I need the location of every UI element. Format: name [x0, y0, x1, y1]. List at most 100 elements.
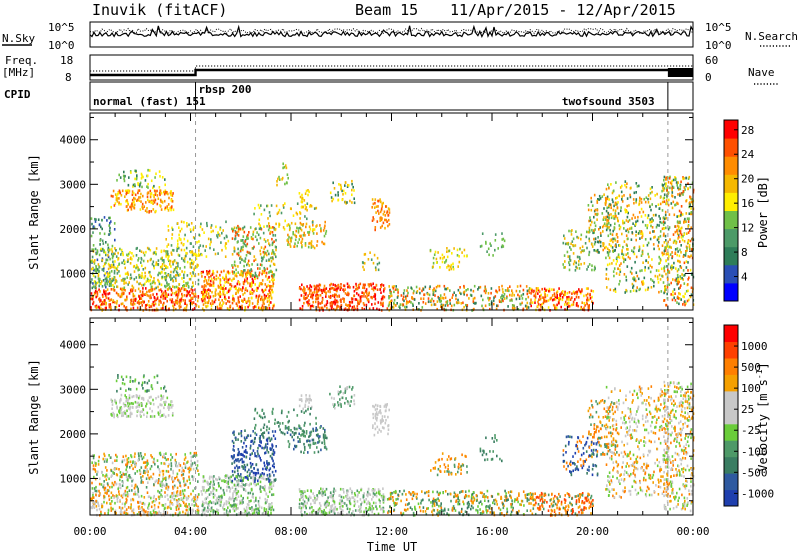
scatter-cell [578, 267, 581, 270]
scatter-cell [362, 286, 364, 289]
scatter-cell [207, 270, 210, 274]
scatter-cell [151, 302, 154, 306]
scatter-cell [255, 274, 257, 277]
scatter-cell [162, 478, 164, 481]
scatter-cell [102, 242, 105, 245]
scatter-cell [161, 265, 163, 268]
scatter-cell [125, 404, 127, 407]
scatter-cell [268, 271, 270, 274]
scatter-cell [258, 294, 261, 297]
scatter-cell [164, 278, 167, 282]
scatter-cell [277, 211, 280, 214]
scatter-cell [306, 217, 308, 221]
scatter-cell [157, 512, 160, 515]
scatter-cell [152, 300, 155, 304]
scatter-cell [593, 268, 596, 272]
scatter-cell [166, 266, 169, 269]
scatter-cell [684, 217, 686, 221]
scatter-cell [629, 257, 631, 260]
scatter-cell [219, 307, 221, 310]
scatter-cell [196, 464, 199, 467]
scatter-cell [620, 209, 622, 213]
scatter-cell [269, 286, 272, 290]
scatter-cell [177, 499, 180, 503]
scatter-cell [142, 293, 145, 296]
scatter-cell [95, 306, 98, 310]
scatter-cell [421, 289, 423, 293]
scatter-cell [332, 181, 334, 185]
scatter-cell [168, 403, 170, 406]
scatter-cell [383, 295, 386, 299]
scatter-cell [484, 304, 487, 308]
scatter-cell [368, 284, 370, 288]
scatter-cell [635, 198, 638, 201]
scatter-cell [114, 480, 116, 484]
scatter-cell [440, 297, 442, 300]
scatter-cell [654, 235, 656, 239]
scatter-cell [576, 235, 578, 239]
scatter-cell [678, 297, 681, 300]
scatter-cell [380, 298, 383, 301]
scatter-cell [609, 239, 612, 242]
scatter-cell [682, 303, 684, 306]
scatter-cell [127, 203, 129, 206]
scatter-cell [148, 294, 150, 298]
scatter-cell [373, 286, 375, 289]
scatter-cell [446, 287, 449, 290]
scatter-cell [223, 236, 226, 240]
scatter-cell [225, 273, 227, 277]
scatter-cell [108, 477, 110, 481]
scatter-cell [635, 182, 638, 185]
scatter-cell [313, 288, 316, 291]
scatter-cell [663, 241, 666, 244]
scatter-cell [387, 304, 390, 308]
scatter-cell [665, 303, 668, 307]
scatter-cell [145, 402, 148, 406]
scatter-cell [190, 492, 192, 496]
scatter-cell [155, 263, 157, 267]
scatter-cell [593, 221, 596, 225]
scatter-cell [233, 263, 236, 267]
scatter-cell [275, 204, 278, 208]
scatter-cell [397, 291, 399, 294]
scatter-cell [480, 294, 483, 298]
scatter-cell [117, 251, 119, 255]
scatter-cell [679, 260, 681, 264]
colorbar-swatch [724, 264, 738, 284]
scatter-cell [205, 305, 207, 308]
scatter-cell [169, 500, 172, 503]
scatter-cell [96, 269, 98, 272]
scatter-cell [248, 264, 251, 267]
scatter-cell [655, 269, 658, 272]
scatter-cell [610, 238, 613, 242]
scatter-cell [487, 292, 490, 295]
scatter-cell [261, 288, 263, 292]
scatter-cell [444, 287, 446, 291]
scatter-cell [235, 226, 238, 230]
scatter-cell [156, 297, 159, 300]
scatter-cell [611, 198, 614, 201]
scatter-cell [650, 224, 652, 228]
scatter-cell [192, 475, 195, 479]
scatter-cell [121, 302, 124, 305]
scatter-cell [594, 267, 596, 270]
scatter-cell [183, 276, 185, 279]
scatter-cell [583, 306, 585, 310]
scatter-cell [191, 289, 194, 292]
scatter-cell [202, 270, 204, 274]
scatter-cell [270, 297, 273, 300]
scatter-cell [347, 183, 349, 187]
scatter-cell [256, 275, 259, 278]
scatter-cell [183, 273, 185, 277]
scatter-cell [564, 291, 566, 295]
scatter-cell [170, 458, 172, 462]
scatter-cell [645, 196, 648, 199]
scatter-cell [139, 290, 142, 293]
scatter-cell [145, 287, 147, 290]
scatter-cell [133, 302, 136, 306]
scatter-cell [123, 404, 126, 408]
scatter-cell [132, 395, 135, 398]
scatter-cell [344, 200, 347, 204]
scatter-cell [683, 282, 686, 285]
scatter-cell [213, 300, 216, 304]
